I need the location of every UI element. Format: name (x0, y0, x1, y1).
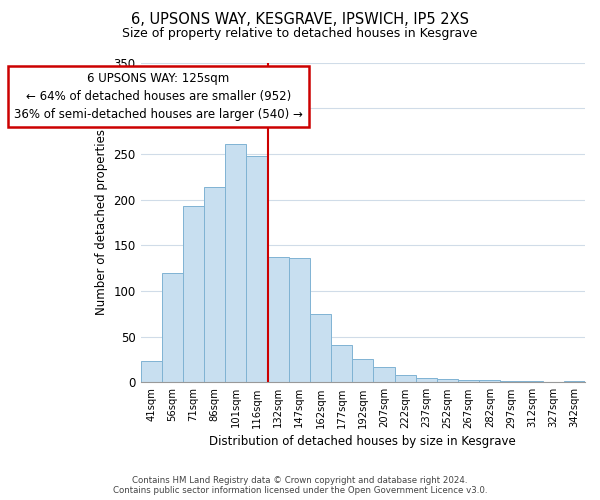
Bar (225, 144, 247, 382)
Bar (437, 378, 458, 382)
Text: 6 UPSONS WAY: 125sqm
← 64% of detached houses are smaller (952)
36% of semi-deta: 6 UPSONS WAY: 125sqm ← 64% of detached h… (14, 72, 303, 120)
Text: Size of property relative to detached houses in Kesgrave: Size of property relative to detached ho… (122, 28, 478, 40)
Text: 6, UPSONS WAY, KESGRAVE, IPSWICH, IP5 2XS: 6, UPSONS WAY, KESGRAVE, IPSWICH, IP5 2X… (131, 12, 469, 28)
Bar (395, 375, 416, 382)
Bar (416, 378, 437, 382)
Text: Contains HM Land Registry data © Crown copyright and database right 2024.
Contai: Contains HM Land Registry data © Crown c… (113, 476, 487, 495)
Bar (331, 345, 352, 383)
Bar (352, 360, 373, 382)
Bar (289, 258, 310, 382)
Y-axis label: Number of detached properties: Number of detached properties (95, 130, 108, 316)
Bar (204, 187, 225, 382)
Bar (479, 380, 500, 382)
X-axis label: Distribution of detached houses by size in Kesgrave: Distribution of detached houses by size … (209, 434, 516, 448)
Bar (458, 380, 479, 382)
Bar (162, 272, 183, 382)
Bar (140, 362, 162, 382)
Bar (247, 156, 268, 382)
Bar (268, 257, 289, 382)
Bar (373, 367, 395, 382)
Bar (310, 314, 331, 382)
Bar (183, 206, 204, 382)
